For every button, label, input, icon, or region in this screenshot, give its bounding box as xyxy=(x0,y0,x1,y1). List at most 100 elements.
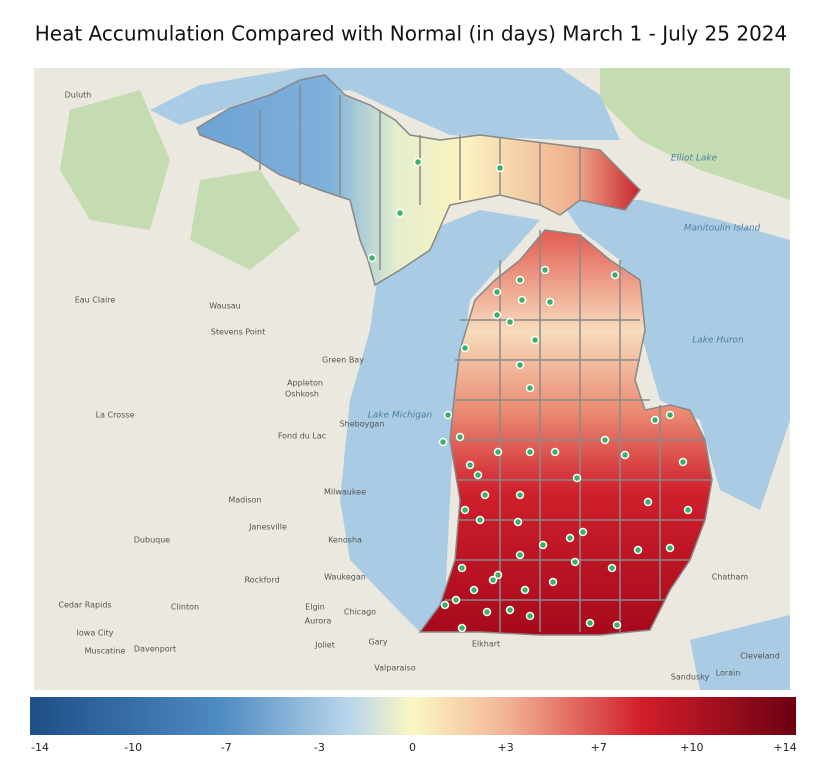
station xyxy=(633,545,643,555)
station xyxy=(505,605,515,615)
station xyxy=(538,540,548,550)
station xyxy=(525,447,535,457)
station xyxy=(492,287,502,297)
colorbar-tick-label: +14 xyxy=(773,741,796,754)
station xyxy=(438,437,448,447)
place-label: Davenport xyxy=(134,645,176,654)
place-label: Chicago xyxy=(344,608,376,617)
station xyxy=(515,490,525,500)
station xyxy=(515,275,525,285)
station xyxy=(515,550,525,560)
station xyxy=(457,623,467,633)
colorbar-tick-label: 0 xyxy=(409,741,416,754)
place-label: Appleton xyxy=(287,379,323,388)
station xyxy=(465,460,475,470)
station xyxy=(665,410,675,420)
station xyxy=(548,577,558,587)
station xyxy=(492,310,502,320)
station xyxy=(570,557,580,567)
station xyxy=(493,447,503,457)
place-label: Kenosha xyxy=(328,536,362,545)
station xyxy=(525,383,535,393)
place-label: Wausau xyxy=(209,302,241,311)
station xyxy=(612,620,622,630)
station xyxy=(443,410,453,420)
station xyxy=(530,335,540,345)
place-label: Dubuque xyxy=(134,536,171,545)
place-label: Gary xyxy=(368,638,387,647)
place-label: Green Bay xyxy=(322,356,364,365)
place-label: Waukegan xyxy=(324,573,366,582)
station xyxy=(683,505,693,515)
station xyxy=(607,563,617,573)
place-label: Chatham xyxy=(712,573,749,582)
colorbar-tick-label: +7 xyxy=(591,741,607,754)
colorbar-tick-label: -14 xyxy=(31,741,49,754)
place-label: Stevens Point xyxy=(211,328,265,337)
station xyxy=(482,607,492,617)
place-label: Sandusky xyxy=(671,673,710,682)
place-label: Manitoulin Island xyxy=(684,224,761,234)
place-label: Duluth xyxy=(65,91,92,100)
place-label: Oshkosh xyxy=(285,390,319,399)
station xyxy=(505,317,515,327)
station xyxy=(460,505,470,515)
place-label: Elgin xyxy=(305,603,325,612)
place-label: Elliot Lake xyxy=(671,154,718,164)
title: Heat Accumulation Compared with Normal (… xyxy=(35,22,788,46)
place-label: Rockford xyxy=(244,576,279,585)
station xyxy=(545,297,555,307)
colorbar xyxy=(30,697,796,735)
station xyxy=(665,543,675,553)
station xyxy=(395,208,405,218)
place-label: Lorain xyxy=(716,669,741,678)
colorbar-tick-label: -3 xyxy=(314,741,325,754)
station xyxy=(600,435,610,445)
station xyxy=(620,450,630,460)
station-markers xyxy=(367,157,693,633)
station xyxy=(517,295,527,305)
place-label: Cleveland xyxy=(740,652,780,661)
station xyxy=(578,527,588,537)
place-label: Milwaukee xyxy=(324,488,366,497)
place-label: Lake Huron xyxy=(692,336,744,346)
place-label: Aurora xyxy=(305,617,332,626)
station xyxy=(520,585,530,595)
station xyxy=(475,515,485,525)
place-label: Iowa City xyxy=(77,629,114,638)
station xyxy=(413,157,423,167)
station xyxy=(440,600,450,610)
station xyxy=(643,497,653,507)
place-label: Clinton xyxy=(171,603,199,612)
station xyxy=(565,533,575,543)
place-label: La Crosse xyxy=(96,411,135,420)
station xyxy=(460,343,470,353)
place-label: Lake Michigan xyxy=(368,411,433,421)
station xyxy=(515,360,525,370)
station xyxy=(495,163,505,173)
station xyxy=(540,265,550,275)
station xyxy=(451,595,461,605)
place-label: Eau Claire xyxy=(75,296,116,305)
place-label: Cedar Rapids xyxy=(58,601,111,610)
station xyxy=(572,473,582,483)
place-label: Janesville xyxy=(248,523,287,532)
place-label: Muscatine xyxy=(85,647,126,656)
place-label: Valparaiso xyxy=(374,664,416,673)
station xyxy=(457,563,467,573)
station xyxy=(585,618,595,628)
colorbar-ticks: -14 -10 -7 -3 0 +3 +7 +10 +14 xyxy=(31,741,797,754)
colorbar-tick-label: +10 xyxy=(680,741,703,754)
station xyxy=(493,570,503,580)
place-label: Sheboygan xyxy=(340,420,385,429)
colorbar-tick-label: +3 xyxy=(498,741,514,754)
station xyxy=(513,517,523,527)
place-label: Joliet xyxy=(314,641,335,650)
station xyxy=(525,611,535,621)
station xyxy=(473,470,483,480)
station xyxy=(488,575,498,585)
colorbar-tick-label: -10 xyxy=(124,741,142,754)
place-label: Madison xyxy=(228,496,261,505)
